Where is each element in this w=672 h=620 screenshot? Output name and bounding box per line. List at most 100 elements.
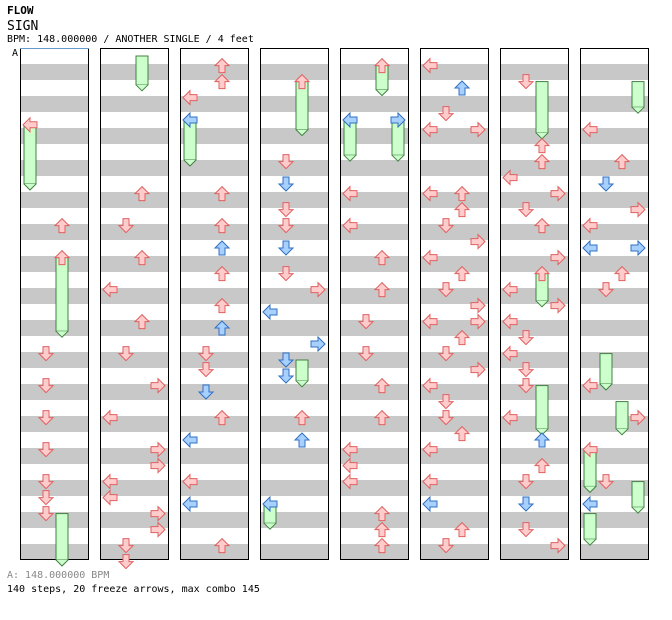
- step-arrow-left: [422, 495, 438, 513]
- beat-band: [340, 544, 409, 560]
- beat-band: [580, 256, 649, 272]
- step-arrow-up: [53, 217, 71, 234]
- beat-band: [420, 224, 489, 240]
- beat-band: [580, 192, 649, 208]
- beat-band: [180, 224, 249, 240]
- beat-band: [340, 288, 409, 304]
- freeze-arrow-tail: [295, 380, 309, 388]
- beat-band: [100, 192, 169, 208]
- chart-column: [340, 48, 409, 560]
- step-arrow-down: [37, 442, 55, 458]
- step-arrow-down: [517, 362, 535, 378]
- beat-band: [420, 160, 489, 176]
- step-arrow-down: [37, 346, 55, 362]
- freeze-arrow: [55, 513, 69, 561]
- step-arrow-left: [102, 473, 118, 490]
- beat-band: [180, 128, 249, 144]
- freeze-arrow: [23, 124, 37, 185]
- step-arrow-down: [117, 218, 135, 234]
- beat-band: [100, 96, 169, 112]
- beat-band: [420, 416, 489, 432]
- step-arrow-down: [197, 346, 215, 362]
- beat-band: [500, 224, 569, 240]
- beat-band: [500, 160, 569, 176]
- freeze-arrow-tail: [583, 538, 597, 546]
- column-border: [580, 48, 649, 560]
- step-arrow-left: [502, 281, 518, 298]
- step-arrow-left: [182, 431, 198, 449]
- step-arrow-down: [117, 538, 135, 554]
- step-arrow-left: [582, 239, 598, 257]
- step-arrow-down: [437, 282, 455, 298]
- beat-band: [260, 160, 329, 176]
- beat-band: [180, 544, 249, 560]
- step-arrow-down: [277, 368, 295, 384]
- step-arrow-up: [613, 265, 631, 282]
- step-arrow-left: [182, 89, 198, 106]
- step-arrow-down: [37, 410, 55, 426]
- step-arrow-down: [277, 218, 295, 234]
- step-stats: 140 steps, 20 freeze arrows, max combo 1…: [7, 584, 260, 595]
- step-arrow-down: [37, 378, 55, 394]
- beat-band: [340, 416, 409, 432]
- beat-band: [340, 512, 409, 528]
- step-arrow-down: [357, 346, 375, 362]
- step-arrow-up: [373, 377, 391, 394]
- freeze-arrow-tail: [631, 506, 645, 514]
- song-title: SIGN: [7, 19, 39, 34]
- step-arrow-right: [550, 537, 566, 554]
- step-arrow-left: [182, 495, 198, 513]
- step-arrow-left: [422, 313, 438, 330]
- freeze-arrow: [631, 81, 645, 108]
- step-arrow-down: [277, 240, 295, 256]
- beat-band: [20, 224, 89, 240]
- freeze-arrow: [55, 257, 69, 332]
- beat-band: [20, 320, 89, 336]
- step-arrow-right: [550, 185, 566, 202]
- step-chart: [20, 48, 649, 570]
- step-arrow-down: [517, 496, 535, 512]
- step-arrow-left: [182, 111, 198, 129]
- step-arrow-left: [182, 473, 198, 490]
- step-arrow-up: [533, 217, 551, 234]
- freeze-arrow: [631, 481, 645, 508]
- step-arrow-left: [262, 495, 278, 513]
- freeze-arrow: [135, 55, 149, 86]
- step-arrow-up: [213, 240, 231, 256]
- freeze-arrow-tail: [615, 428, 629, 436]
- step-arrow-left: [422, 377, 438, 394]
- step-arrow-down: [517, 474, 535, 490]
- freeze-arrow: [535, 81, 549, 134]
- step-arrow-up: [213, 320, 231, 336]
- column-border: [260, 48, 329, 560]
- step-arrow-right: [470, 297, 486, 314]
- step-arrow-right: [550, 297, 566, 314]
- step-arrow-left: [342, 111, 358, 129]
- freeze-arrow-tail: [343, 154, 357, 162]
- beat-band: [340, 320, 409, 336]
- beat-band: [20, 448, 89, 464]
- freeze-arrow-tail: [599, 383, 613, 391]
- freeze-arrow-tail: [263, 522, 277, 530]
- step-arrow-up: [373, 57, 391, 74]
- step-arrow-up: [373, 537, 391, 554]
- step-arrow-right: [630, 201, 646, 218]
- beat-band: [340, 160, 409, 176]
- step-arrow-up: [53, 249, 71, 266]
- chart-column: [260, 48, 329, 560]
- step-arrow-left: [422, 473, 438, 490]
- beat-band: [500, 384, 569, 400]
- step-arrow-up: [373, 521, 391, 538]
- beat-band: [20, 416, 89, 432]
- step-arrow-up: [533, 137, 551, 154]
- step-arrow-up: [293, 432, 311, 448]
- step-arrow-left: [342, 457, 358, 474]
- freeze-arrow-tail: [55, 330, 69, 338]
- beat-band: [100, 128, 169, 144]
- step-arrow-down: [517, 202, 535, 218]
- step-arrow-down: [117, 346, 135, 362]
- freeze-arrow: [295, 359, 309, 382]
- step-arrow-down: [597, 176, 615, 192]
- step-arrow-up: [213, 73, 231, 90]
- step-arrow-up: [373, 505, 391, 522]
